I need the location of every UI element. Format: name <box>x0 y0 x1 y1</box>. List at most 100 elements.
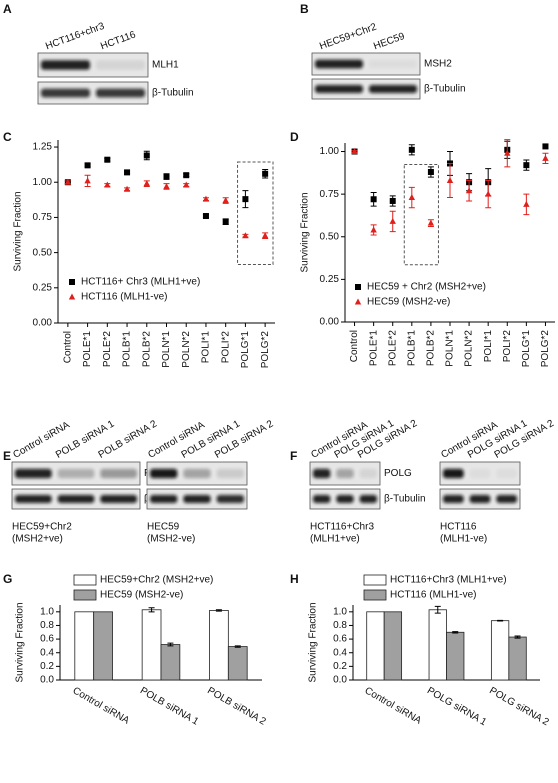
legend-swatch <box>73 574 97 586</box>
blot-panel <box>311 78 421 100</box>
highlight-box <box>403 163 439 266</box>
legend-swatch <box>363 589 387 601</box>
blot-band <box>57 468 95 479</box>
x-tick-label: POLB*1 <box>406 330 417 367</box>
legend-marker <box>354 298 362 305</box>
x-tick-label: POLI*1 <box>483 330 494 363</box>
y-tick-label: 0.6 <box>333 634 347 645</box>
blot-band <box>96 88 145 98</box>
legend-swatch <box>363 574 387 586</box>
blot-panel <box>311 52 421 76</box>
panel-label: C <box>3 130 12 144</box>
marker <box>389 217 396 224</box>
y-tick-label: 0.50 <box>320 231 340 242</box>
blot-caption: HCT116+Chr3 <box>310 522 374 533</box>
y-tick-label: 0.25 <box>33 282 53 293</box>
bar <box>93 611 113 681</box>
highlight-box <box>237 161 274 265</box>
error-bar <box>215 609 222 612</box>
x-tick-label: POLB*2 <box>141 331 152 368</box>
blot-band <box>336 495 354 503</box>
y-tick-label: 0.75 <box>33 212 53 223</box>
marker <box>542 154 549 161</box>
bar <box>428 609 447 681</box>
bar <box>227 646 248 681</box>
marker <box>351 148 358 155</box>
y-tick-label: 1.0 <box>40 606 54 617</box>
x-tick-label: POLE*2 <box>387 330 398 367</box>
blot-panel <box>37 81 149 105</box>
bar <box>160 644 181 681</box>
legend-swatch <box>73 589 97 601</box>
blot-band <box>313 468 331 479</box>
error-bar <box>434 605 441 614</box>
error-bar <box>234 645 241 648</box>
legend-marker <box>69 279 75 285</box>
blot-band <box>369 85 417 93</box>
blot-band <box>100 468 137 479</box>
blot-band <box>496 468 517 479</box>
marker <box>183 172 190 179</box>
legend-label: HCT116 (MLH1-ve) <box>390 590 477 601</box>
blot-caption: (MSH2-ve) <box>147 534 195 545</box>
panel-label: B <box>300 2 309 16</box>
x-tick-label: POLE*2 <box>102 331 113 368</box>
marker <box>222 218 229 225</box>
blot-band <box>369 59 417 69</box>
error-bar <box>452 631 459 634</box>
legend-label: HEC59 + Chr2 (MSH2+ve) <box>367 282 486 293</box>
chart: 0.00 0.25 0.50 0.75 1.00 Surviving Fraction Co… <box>300 139 555 368</box>
y-tick-label: 0.75 <box>320 189 340 200</box>
marker <box>542 143 549 150</box>
blot-band <box>96 60 145 70</box>
legend-marker <box>68 293 76 300</box>
legend-label: HEC59+Chr2 (MSH2+ve) <box>100 575 213 586</box>
x-tick-label: POLG*1 <box>521 330 532 368</box>
x-tick-label: POLN*2 <box>181 331 192 368</box>
bar <box>209 610 229 681</box>
blot-band <box>150 468 178 479</box>
blot-band <box>359 468 377 479</box>
bar <box>366 611 385 681</box>
blot-band <box>100 495 137 503</box>
blot-band <box>183 468 211 479</box>
blot-band <box>359 495 377 503</box>
y-tick-label: 1.00 <box>33 177 53 188</box>
y-axis-title: Surviving Fraction <box>308 602 319 682</box>
x-tick-label: POLG*2 <box>260 331 271 369</box>
blot-band <box>469 468 491 479</box>
blot-band <box>15 495 52 503</box>
marker <box>84 177 91 184</box>
y-tick-label: 0.2 <box>333 661 347 672</box>
y-tick-label: 1.00 <box>320 146 340 157</box>
bar <box>490 620 510 681</box>
x-tick-label: POLI*1 <box>201 331 212 364</box>
blot-band <box>41 60 90 70</box>
blot-band <box>15 468 52 479</box>
blot-band <box>313 495 331 503</box>
y-tick-label: 0.00 <box>320 317 340 328</box>
panel-label: G <box>3 572 12 586</box>
marker <box>143 180 150 187</box>
marker <box>370 196 377 203</box>
blot-caption: (MLH1-ve) <box>440 534 487 545</box>
panel-label: F <box>290 449 297 463</box>
blot-caption: HCT116 <box>440 522 477 533</box>
marker <box>104 156 111 163</box>
lane-label: HEC59 <box>372 31 406 53</box>
blot-caption: (MLH1+ve) <box>310 534 360 545</box>
marker <box>504 149 511 156</box>
panel-label: A <box>3 2 12 16</box>
x-tick-label: POLN*1 <box>161 331 172 368</box>
marker <box>84 162 91 169</box>
x-tick-label: POLI*2 <box>220 331 231 364</box>
x-tick-label: POLG*2 <box>540 330 551 368</box>
legend-marker <box>355 284 361 290</box>
x-tick-label: POLE*1 <box>368 330 379 367</box>
marker <box>242 196 249 203</box>
blot-band <box>336 468 354 479</box>
lane-label: HCT116+chr3 <box>44 21 106 53</box>
bar <box>141 609 162 681</box>
marker <box>202 213 209 220</box>
marker <box>183 181 190 188</box>
